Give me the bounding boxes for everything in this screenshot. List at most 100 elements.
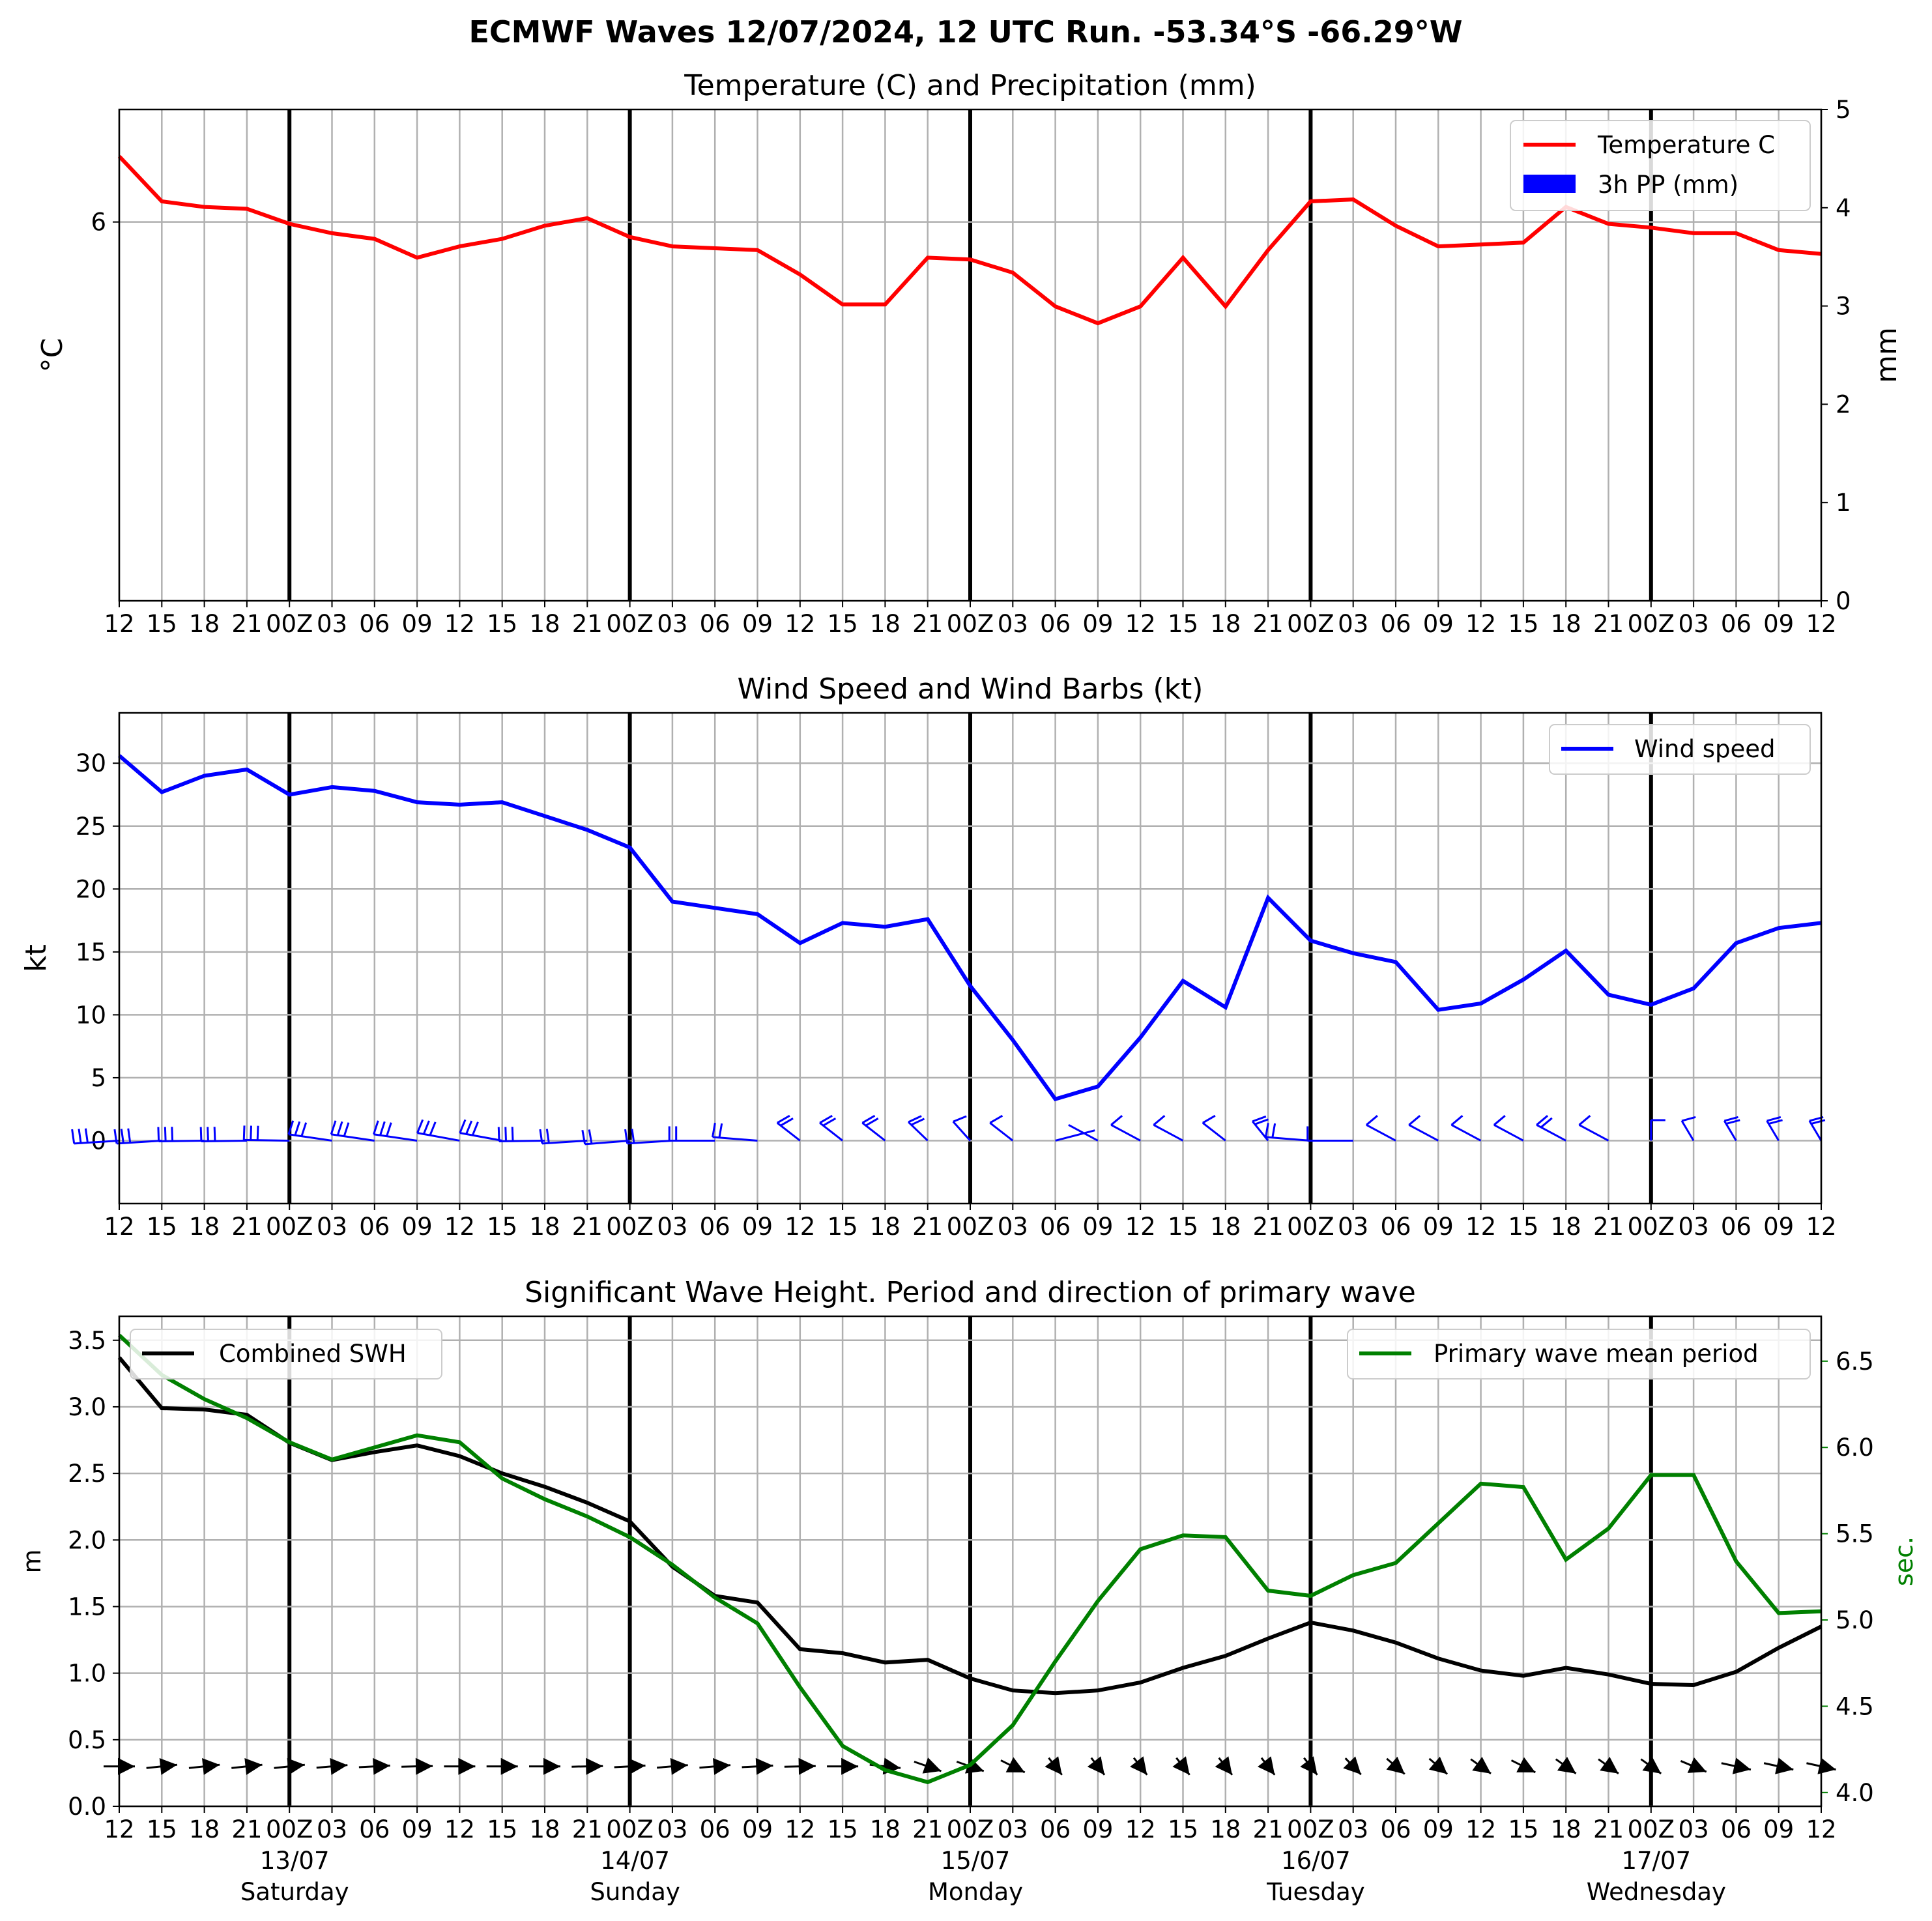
x-tick-label: 18 — [529, 1213, 560, 1241]
x-tick-label: 09 — [1082, 1815, 1113, 1843]
wind-barb — [908, 1115, 929, 1142]
x-tick-label: 21 — [1593, 610, 1624, 638]
wind-barb — [71, 1128, 120, 1145]
barb-flag — [120, 1129, 124, 1144]
x-tick-label: 06 — [700, 610, 730, 638]
y-tick-label: 5 — [91, 1064, 106, 1092]
wave-direction-arrow — [1000, 1757, 1026, 1774]
barb-flag — [712, 1123, 716, 1138]
wave-direction-arrow — [1087, 1756, 1106, 1776]
y-tick-label: 30 — [76, 749, 106, 777]
wind-barb — [1723, 1116, 1740, 1142]
wind-barb — [1202, 1114, 1226, 1142]
wind-barb — [819, 1114, 844, 1142]
barb-flag — [459, 1119, 467, 1134]
x-tick-label: 09 — [742, 610, 773, 638]
x-tick-label: 09 — [1082, 610, 1113, 638]
barb-flag — [207, 1127, 209, 1142]
x-tick-label: 21 — [1253, 610, 1284, 638]
arrow-head — [1817, 1757, 1836, 1774]
barb-flag — [1681, 1116, 1696, 1122]
x-tick-label: 21 — [231, 1213, 262, 1241]
arrow-head — [1172, 1756, 1190, 1775]
y2-tick-label: 1 — [1836, 489, 1851, 517]
legend-label-swh: Combined SWH — [219, 1340, 407, 1368]
period-line — [117, 1333, 1822, 1785]
barb-flag — [822, 1117, 837, 1127]
y2-tick-label: 4.0 — [1836, 1779, 1874, 1807]
arrow-head — [1687, 1757, 1707, 1773]
wind-barb — [497, 1127, 545, 1143]
barb-flag — [213, 1127, 216, 1142]
x-tick-label: 15 — [147, 1213, 177, 1241]
legend-label-precip: 3h PP (mm) — [1598, 171, 1738, 199]
barb-flag — [1254, 1118, 1269, 1125]
wave-direction-arrow — [742, 1757, 773, 1775]
x-tick-label: 15 — [1168, 1815, 1198, 1843]
barb-staff — [74, 1139, 120, 1145]
barb-flag — [624, 1129, 629, 1144]
x-tick-label: 00Z — [1287, 1213, 1334, 1241]
day-name-label: Tuesday — [1266, 1878, 1365, 1906]
barb-flag — [416, 1119, 424, 1134]
wave-direction-arrow — [784, 1757, 816, 1775]
barb-flag — [343, 1122, 350, 1137]
wind-barb — [242, 1125, 290, 1142]
wave-direction-arrow — [401, 1757, 433, 1775]
x-tick-label: 18 — [1551, 1213, 1581, 1241]
x-tick-label: 18 — [870, 1213, 901, 1241]
x-tick-label: 09 — [1423, 1815, 1454, 1843]
arrow-head — [244, 1758, 263, 1775]
wind-barb — [581, 1129, 630, 1146]
x-tick-label: 00Z — [606, 610, 653, 638]
arrow-head — [922, 1757, 942, 1774]
barb-staff — [1110, 1124, 1141, 1142]
legend-swh: Combined SWH — [130, 1329, 442, 1379]
barb-staff — [1408, 1124, 1439, 1142]
barb-flag — [287, 1120, 295, 1135]
wind-barb — [1650, 1119, 1665, 1141]
barb-staff — [1808, 1120, 1823, 1142]
barb-flag — [953, 1115, 967, 1123]
barb-flag — [127, 1128, 132, 1143]
barb-staff — [116, 1139, 162, 1145]
y2-tick-label: 4.5 — [1836, 1692, 1874, 1720]
barb-flag — [989, 1114, 1003, 1124]
wind-barb — [1578, 1115, 1609, 1142]
wind-barb — [776, 1114, 801, 1142]
barb-staff — [1366, 1124, 1396, 1142]
x-tick-label: 06 — [359, 1815, 390, 1843]
arrow-head — [202, 1758, 220, 1775]
arrow-head — [543, 1757, 560, 1775]
x-tick-label: 21 — [912, 1815, 943, 1843]
barb-flag — [497, 1127, 500, 1142]
swh-line — [117, 1356, 1823, 1696]
wave-direction-arrow — [146, 1758, 178, 1775]
x-tick-label: 06 — [359, 610, 390, 638]
legend-swatch-precip — [1523, 175, 1576, 193]
x-tick-label: 15 — [487, 610, 517, 638]
barb-staff — [541, 1139, 588, 1145]
wind-barb — [989, 1114, 1014, 1142]
wave-direction-arrow — [1470, 1757, 1492, 1774]
wind-barb — [1680, 1116, 1696, 1142]
y-tick-label: 1.0 — [68, 1660, 106, 1688]
barb-staff — [158, 1139, 205, 1143]
wave-direction-arrow — [1721, 1757, 1752, 1774]
x-tick-label: 06 — [1721, 1213, 1752, 1241]
wind-barb — [1450, 1115, 1482, 1142]
x-tick-label: 06 — [700, 1815, 730, 1843]
arrow-head — [964, 1757, 984, 1774]
arrow-head — [670, 1757, 688, 1775]
x-tick-label: 12 — [444, 1815, 475, 1843]
day-name-label: Saturday — [240, 1878, 349, 1906]
x-tick-label: 06 — [1380, 610, 1411, 638]
day-name-label: Wednesday — [1587, 1878, 1726, 1906]
x-tick-label: 12 — [1465, 1815, 1496, 1843]
arrow-head — [586, 1757, 603, 1775]
x-tick-label: 09 — [1763, 1213, 1794, 1241]
x-tick-label: 00Z — [1628, 610, 1675, 638]
x-tick-label: 03 — [998, 1213, 1028, 1241]
wave-direction-arrow — [274, 1758, 305, 1775]
x-tick-label: 03 — [998, 610, 1028, 638]
